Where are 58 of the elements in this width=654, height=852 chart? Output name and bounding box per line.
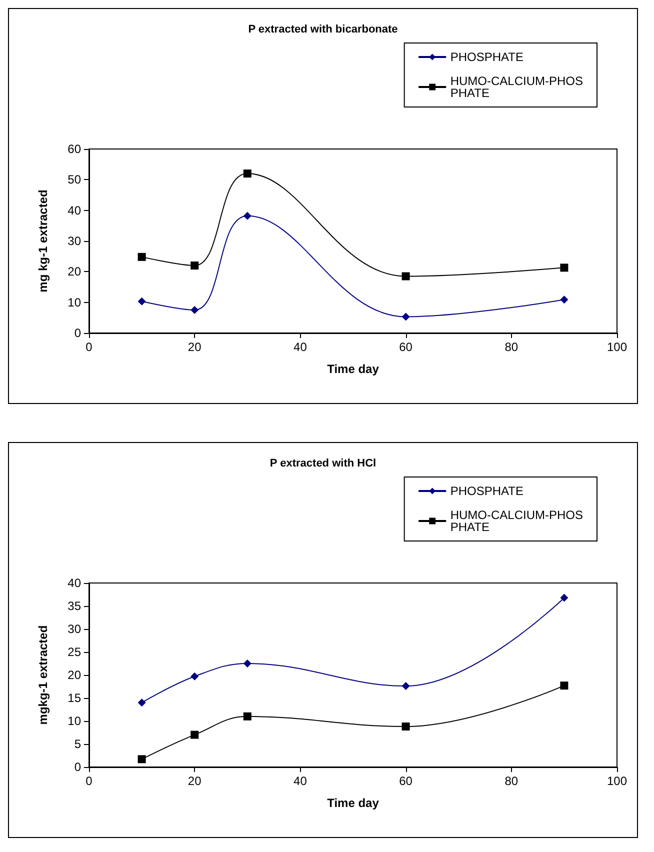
point [402, 272, 410, 280]
y-tick-label: 60 [68, 142, 82, 156]
x-tick-label: 20 [188, 340, 202, 354]
y-tick-label: 20 [68, 668, 82, 682]
point [190, 306, 199, 314]
point [243, 712, 252, 720]
y-tick-label: 50 [68, 172, 82, 187]
x-tick-label: 20 [188, 774, 202, 788]
point [560, 594, 568, 602]
point [560, 682, 568, 690]
point [138, 252, 146, 261]
x-tick-label: 80 [504, 774, 518, 788]
x-tick-label: 40 [294, 340, 308, 354]
point [138, 755, 146, 764]
y-tick-label: 30 [68, 622, 82, 636]
x-axis-title: Time day [327, 796, 380, 810]
y-axis-title: mg kg-1 extracted [36, 190, 50, 292]
x-tick-label: 60 [399, 774, 413, 788]
point [190, 672, 199, 680]
legend-label: PHOSPHATE [450, 50, 524, 64]
y-tick-label: 30 [68, 234, 82, 248]
chart-title: P extracted with bicarbonate [248, 24, 398, 36]
x-tick-label: 0 [86, 340, 93, 354]
point [138, 297, 146, 306]
point [402, 722, 410, 731]
x-tick-label: 0 [86, 774, 93, 788]
point [402, 682, 410, 690]
y-tick-label: 10 [68, 295, 82, 310]
x-tick-label: 40 [294, 774, 308, 788]
point [560, 264, 568, 272]
point [190, 730, 199, 739]
x-tick-label: 100 [606, 340, 628, 354]
y-tick-label: 0 [74, 326, 82, 340]
x-tick-label: 80 [504, 340, 518, 354]
point [402, 312, 410, 321]
y-tick-label: 40 [68, 203, 82, 218]
legend-label: PHOSPHATE [450, 484, 524, 498]
x-axis-title: Time day [327, 362, 380, 376]
legend-label: HUMO-CALCIUM-PHOSPHATE [450, 74, 584, 100]
y-tick-label: 0 [74, 760, 82, 774]
point [190, 262, 199, 270]
legend-label: HUMO-CALCIUM-PHOSPHATE [450, 508, 584, 534]
y-tick-label: 20 [68, 264, 82, 279]
point [138, 698, 146, 707]
y-tick-label: 40 [68, 576, 82, 590]
point [243, 212, 252, 220]
point [243, 660, 252, 668]
y-tick-label: 10 [68, 714, 82, 728]
y-tick-label: 5 [74, 737, 82, 751]
x-tick-label: 100 [606, 774, 628, 788]
point [560, 296, 568, 304]
point [243, 170, 252, 178]
y-tick-label: 15 [68, 691, 82, 705]
chart-title: P extracted with HCl [270, 458, 376, 470]
y-tick-label: 35 [68, 599, 82, 613]
y-tick-label: 25 [68, 645, 82, 659]
x-tick-label: 60 [399, 340, 413, 354]
y-axis-title: mgkg-1 extracted [36, 625, 50, 725]
